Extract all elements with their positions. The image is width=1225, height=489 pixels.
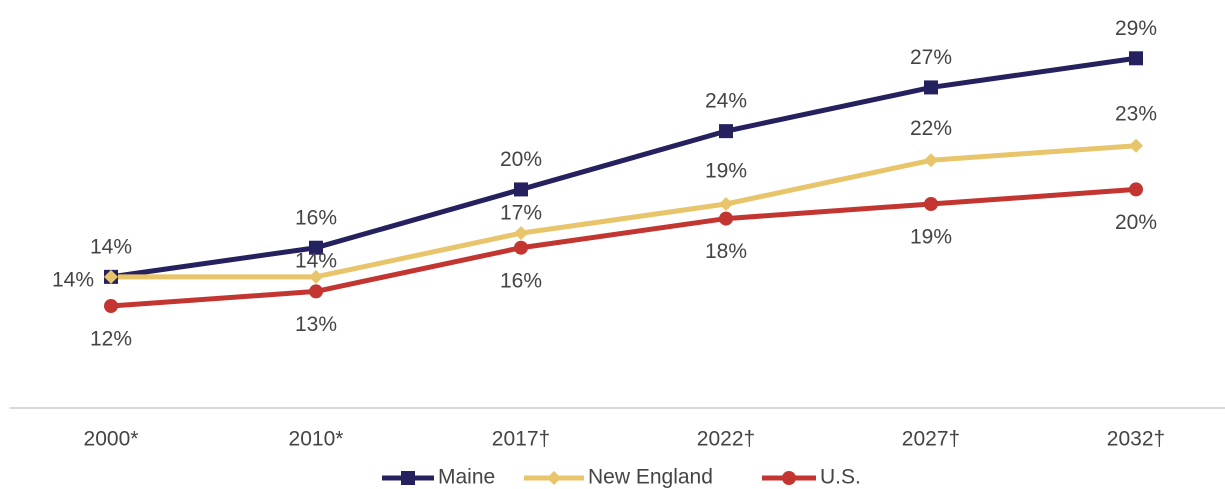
- legend-label: New England: [588, 466, 713, 489]
- x-tick-label: 2000*: [84, 428, 139, 451]
- data-label: 13%: [295, 313, 337, 336]
- data-label: 18%: [705, 240, 747, 263]
- legend-label: Maine: [438, 466, 495, 489]
- data-label: 24%: [705, 90, 747, 113]
- legend-label: U.S.: [820, 466, 861, 489]
- data-point: [924, 197, 938, 211]
- data-point: [1129, 182, 1143, 197]
- data-point: [104, 269, 118, 284]
- data-label: 19%: [705, 160, 747, 183]
- data-label: 14%: [295, 249, 337, 272]
- data-label: 23%: [1115, 102, 1157, 125]
- data-point: [309, 269, 323, 284]
- series-line: [110, 55, 1137, 280]
- x-tick-label: 2022†: [697, 428, 755, 451]
- data-point: [514, 182, 528, 197]
- data-label: 16%: [500, 269, 542, 292]
- data-point: [924, 80, 938, 95]
- data-label: 19%: [910, 226, 952, 249]
- data-label: 20%: [500, 148, 542, 171]
- x-tick-label: 2017†: [492, 428, 550, 451]
- x-tick-label: 2010*: [289, 428, 344, 451]
- data-label: 29%: [1115, 17, 1157, 40]
- data-point: [514, 226, 528, 241]
- series-line: [111, 143, 1137, 280]
- x-tick-label: 2032†: [1107, 428, 1165, 451]
- series-line: [110, 186, 1137, 309]
- data-label: 17%: [500, 202, 542, 225]
- data-point: [309, 284, 323, 299]
- data-label: 14%: [90, 235, 132, 258]
- data-point: [104, 299, 118, 313]
- data-label: 22%: [910, 117, 952, 140]
- data-point: [719, 124, 733, 139]
- data-label: 14%: [52, 268, 94, 291]
- legend-marker: [547, 471, 561, 485]
- data-point: [309, 240, 323, 255]
- data-label: 16%: [295, 206, 337, 229]
- legend-marker: [782, 471, 796, 485]
- x-tick-label: 2027†: [902, 428, 960, 451]
- data-point: [1129, 51, 1143, 66]
- data-point: [514, 240, 528, 255]
- legend-marker: [401, 471, 415, 485]
- data-point: [719, 197, 733, 211]
- data-label: 27%: [910, 46, 952, 69]
- data-label: 20%: [1115, 211, 1157, 234]
- data-label: 12%: [90, 328, 132, 351]
- data-point: [719, 211, 733, 226]
- data-point: [924, 153, 938, 168]
- data-point: [1129, 138, 1143, 153]
